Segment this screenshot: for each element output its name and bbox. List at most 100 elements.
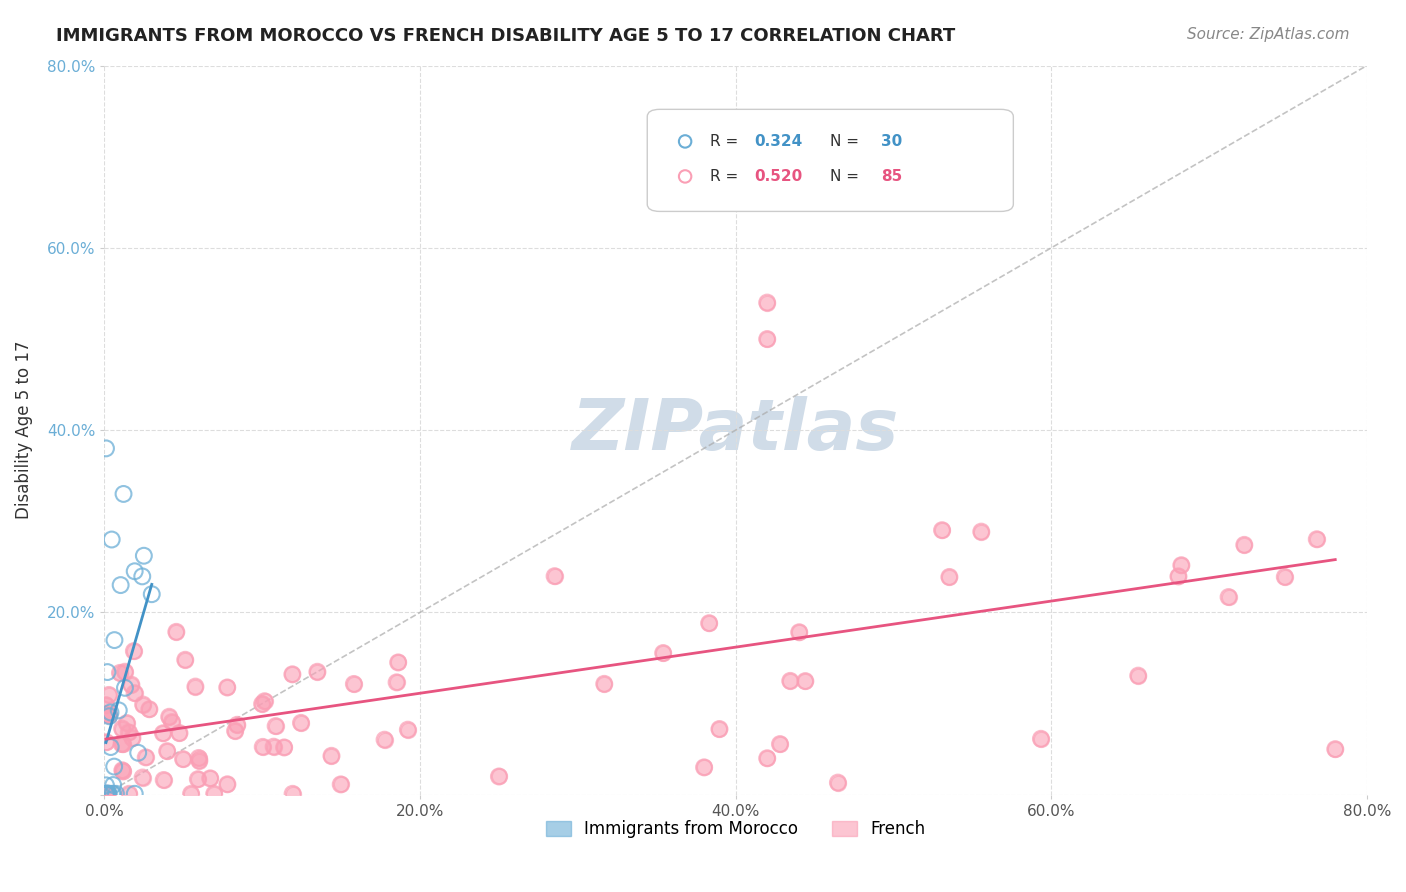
Point xyxy=(114,665,136,679)
Point xyxy=(543,569,565,583)
Point xyxy=(343,677,366,691)
Point xyxy=(321,748,343,763)
Point xyxy=(108,665,131,680)
Point xyxy=(931,523,953,537)
Point xyxy=(127,746,149,760)
Point xyxy=(396,723,419,737)
Point xyxy=(488,769,510,783)
Point xyxy=(1167,569,1189,583)
Point xyxy=(290,715,312,730)
Point xyxy=(174,653,197,667)
Y-axis label: Disability Age 5 to 17: Disability Age 5 to 17 xyxy=(15,341,32,519)
Point xyxy=(118,725,141,739)
Point xyxy=(217,777,239,791)
Point xyxy=(281,787,304,801)
Point xyxy=(131,771,153,785)
Point xyxy=(118,725,141,739)
Point xyxy=(693,168,716,182)
Point xyxy=(697,616,720,631)
Point xyxy=(122,644,145,658)
Point xyxy=(97,787,120,801)
Point xyxy=(769,737,792,751)
Point xyxy=(779,673,801,688)
Text: ZIPatlas: ZIPatlas xyxy=(572,396,900,465)
Point xyxy=(111,764,134,778)
Point xyxy=(1233,538,1256,552)
Point xyxy=(820,14,842,29)
Point xyxy=(96,787,118,801)
Text: IMMIGRANTS FROM MOROCCO VS FRENCH DISABILITY AGE 5 TO 17 CORRELATION CHART: IMMIGRANTS FROM MOROCCO VS FRENCH DISABI… xyxy=(56,27,956,45)
Point xyxy=(114,665,136,679)
Point xyxy=(543,569,565,583)
Point xyxy=(97,787,120,801)
Point xyxy=(202,787,225,801)
Point xyxy=(118,787,141,801)
Point xyxy=(709,722,731,736)
Point xyxy=(794,674,817,689)
Point xyxy=(124,686,146,700)
Text: R =: R = xyxy=(710,134,744,149)
Point xyxy=(110,737,132,751)
Point xyxy=(172,752,194,766)
Point xyxy=(1167,569,1189,583)
Point xyxy=(250,697,273,711)
Point xyxy=(110,737,132,751)
Point xyxy=(253,694,276,708)
Point xyxy=(1233,538,1256,552)
Point xyxy=(103,759,125,773)
Point xyxy=(135,750,157,764)
Point xyxy=(96,735,118,749)
Point xyxy=(827,775,849,789)
Point xyxy=(373,732,395,747)
Point xyxy=(187,772,209,787)
Point xyxy=(94,787,117,801)
Point xyxy=(794,674,817,689)
Point xyxy=(138,702,160,716)
Point xyxy=(1218,590,1240,604)
Point xyxy=(184,680,207,694)
Point xyxy=(709,722,731,736)
Point xyxy=(111,737,134,751)
Point xyxy=(108,665,131,680)
Point xyxy=(202,787,225,801)
Point xyxy=(157,710,180,724)
FancyBboxPatch shape xyxy=(647,110,1014,211)
Point xyxy=(198,772,221,786)
Point xyxy=(103,787,125,801)
Point xyxy=(169,726,191,740)
Point xyxy=(184,680,207,694)
Point xyxy=(217,681,239,695)
Point xyxy=(118,787,141,801)
Point xyxy=(100,739,122,754)
Point xyxy=(97,787,120,801)
Point xyxy=(152,726,174,740)
Point xyxy=(273,740,295,755)
Point xyxy=(94,442,117,456)
Point xyxy=(152,772,174,787)
Point xyxy=(105,787,128,801)
Point xyxy=(160,715,183,730)
Point xyxy=(96,735,118,749)
Point xyxy=(1128,668,1150,682)
Point xyxy=(97,787,120,801)
Point xyxy=(103,633,125,648)
Point xyxy=(769,737,792,751)
Point xyxy=(307,665,329,679)
Point xyxy=(111,737,134,751)
Point xyxy=(165,624,187,639)
Point xyxy=(132,698,155,712)
Point xyxy=(100,533,122,547)
Point xyxy=(124,564,146,578)
Point xyxy=(98,708,121,723)
Point xyxy=(98,709,121,723)
Point xyxy=(97,688,120,702)
Point xyxy=(343,677,366,691)
Point xyxy=(1170,558,1192,573)
Point xyxy=(94,787,117,801)
Point xyxy=(693,760,716,774)
Point xyxy=(94,698,117,712)
Point xyxy=(131,771,153,785)
Point xyxy=(100,706,122,720)
Point xyxy=(779,673,801,688)
Point xyxy=(252,739,274,754)
